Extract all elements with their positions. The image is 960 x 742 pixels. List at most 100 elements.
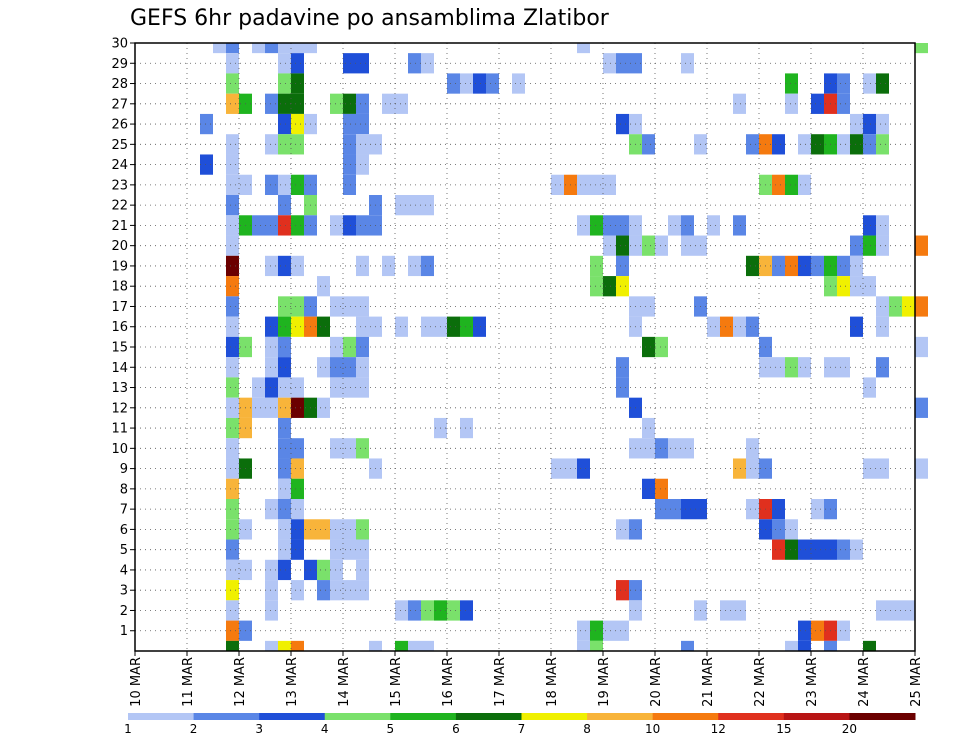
heatmap-cell	[902, 296, 915, 317]
heatmap-cell	[317, 397, 330, 418]
heatmap-cell	[473, 73, 486, 94]
heatmap-cell	[252, 215, 265, 236]
heatmap-cell	[278, 478, 291, 499]
colorbar-label: 10	[645, 722, 660, 736]
heatmap-cell	[291, 377, 304, 398]
heatmap-cell	[616, 53, 629, 74]
heatmap-cell	[356, 580, 369, 601]
y-tick-label: 15	[111, 341, 128, 356]
x-tick-label: 15 MAR	[389, 657, 404, 707]
heatmap-cell	[577, 640, 590, 651]
x-axis: 10 MAR 11 MAR 12 MAR 13 MAR 14 MAR 15 MAR 16 M…	[129, 651, 924, 707]
colorbar-swatch	[652, 713, 719, 720]
heatmap-cell	[291, 134, 304, 155]
heatmap-cell	[226, 73, 239, 94]
heatmap-cell	[265, 93, 278, 114]
y-tick-label: 8	[120, 482, 128, 497]
heatmap-cell	[421, 640, 434, 651]
heatmap-cell	[395, 316, 408, 337]
heatmap-cell	[863, 276, 876, 297]
heatmap-cell	[278, 458, 291, 479]
heatmap-cell	[863, 640, 876, 651]
colorbar-swatch	[324, 713, 391, 720]
heatmap-cell	[278, 539, 291, 560]
heatmap-cell	[395, 93, 408, 114]
heatmap-cell	[226, 377, 239, 398]
heatmap-cell	[863, 215, 876, 236]
heatmap-cell	[850, 539, 863, 560]
heatmap-cell	[291, 397, 304, 418]
chart-title: GEFS 6hr padavine po ansamblima Zlatibor	[130, 6, 609, 31]
heatmap-cell	[603, 53, 616, 74]
heatmap-cell	[330, 296, 343, 317]
heatmap-cell	[291, 73, 304, 94]
x-tick-label: 10 MAR	[129, 657, 144, 707]
heatmap-cell	[837, 357, 850, 378]
heatmap-cell	[343, 113, 356, 135]
heatmap-cell	[785, 255, 798, 277]
heatmap-cell	[226, 296, 239, 317]
heatmap-cell	[278, 519, 291, 540]
heatmap-cell	[681, 499, 694, 520]
heatmap-cell	[278, 195, 291, 216]
heatmap-cell	[278, 397, 291, 418]
heatmap-cell	[811, 93, 824, 114]
heatmap-cell	[278, 438, 291, 459]
heatmap-cell	[577, 458, 590, 479]
heatmap-cell	[655, 235, 668, 256]
heatmap-cell	[668, 215, 681, 236]
heatmap-cell	[772, 174, 785, 195]
heatmap-cell	[590, 276, 603, 297]
colorbar: 1 2 3 4 5 6 7 8 10 12 15 20	[124, 713, 916, 736]
heatmap-cell	[421, 53, 434, 74]
heatmap-cell	[616, 357, 629, 378]
y-tick-label: 10	[111, 442, 128, 457]
heatmap-cell	[577, 215, 590, 236]
heatmap-cell	[681, 438, 694, 459]
heatmap-cell	[746, 499, 759, 520]
heatmap-cell	[460, 417, 473, 439]
heatmap-cell	[681, 53, 694, 74]
heatmap-cell	[291, 640, 304, 651]
heatmap-cell	[278, 255, 291, 277]
heatmap-cell	[915, 458, 928, 479]
colorbar-swatch	[390, 713, 457, 720]
y-tick-label: 13	[111, 381, 128, 396]
heatmap-cell	[733, 316, 746, 337]
heatmap-cell	[655, 438, 668, 459]
heatmap-cell	[291, 539, 304, 560]
y-tick-label: 2	[120, 604, 128, 619]
heatmap-cell	[408, 640, 421, 651]
heatmap-cell	[590, 640, 603, 651]
heatmap-cell	[330, 357, 343, 378]
heatmap-cell	[733, 458, 746, 479]
heatmap-cell	[265, 134, 278, 155]
heatmap-cell	[772, 255, 785, 277]
heatmap-cell	[226, 519, 239, 540]
heatmap-cell	[356, 296, 369, 317]
heatmap-cell	[590, 255, 603, 277]
y-tick-label: 19	[111, 259, 128, 274]
heatmap-cell	[356, 316, 369, 337]
colorbar-swatch	[849, 713, 916, 720]
heatmap-cell	[226, 215, 239, 236]
y-tick-label: 23	[111, 178, 128, 193]
heatmap-cell	[343, 134, 356, 155]
heatmap-cell	[278, 499, 291, 520]
heatmap-cell	[421, 195, 434, 216]
heatmap-cell	[291, 215, 304, 236]
heatmap-cell	[642, 336, 655, 358]
y-tick-label: 22	[111, 199, 128, 214]
heatmap-cell	[837, 73, 850, 94]
heatmap-cell	[902, 600, 915, 621]
heatmap-cell	[850, 134, 863, 155]
x-tick-label: 18 MAR	[545, 657, 560, 707]
heatmap-cell	[616, 215, 629, 236]
heatmap-cell	[278, 336, 291, 358]
heatmap-cell	[603, 235, 616, 256]
heatmap-cell	[642, 134, 655, 155]
heatmap-cell	[915, 296, 928, 317]
heatmap-cell	[265, 43, 278, 54]
colorbar-label: 15	[776, 722, 791, 736]
heatmap-cell	[863, 113, 876, 135]
